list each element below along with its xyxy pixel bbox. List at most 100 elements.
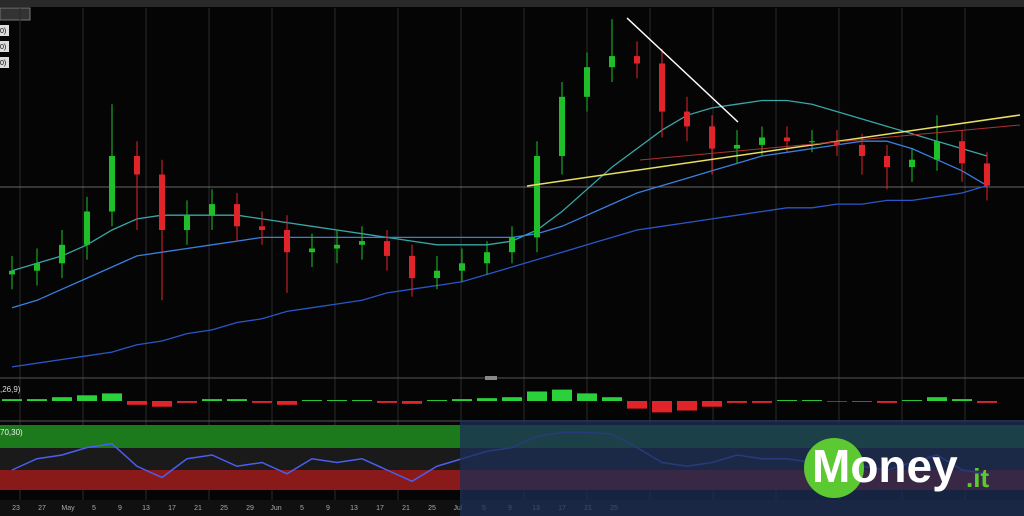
histogram-bar xyxy=(2,399,22,401)
candle-body xyxy=(659,63,665,112)
histogram-bar xyxy=(452,399,472,401)
candle-body xyxy=(734,144,740,149)
trend-line-red xyxy=(639,124,1021,161)
indicator-label: 70,30) xyxy=(0,428,23,437)
histogram-bar xyxy=(977,401,997,403)
candle-body xyxy=(284,230,290,253)
histogram-bar xyxy=(327,400,347,401)
logo-text: Money xyxy=(812,440,958,492)
candle-body xyxy=(159,174,165,230)
candle-body xyxy=(9,270,15,275)
histogram-bar xyxy=(352,400,372,401)
candle-body xyxy=(834,141,840,145)
logo-suffix: .it xyxy=(966,463,989,493)
candle-body xyxy=(909,159,915,168)
histogram-bar xyxy=(852,401,872,402)
indicator-label: 0) xyxy=(0,28,6,35)
x-tick-label: 17 xyxy=(376,505,384,512)
candle-body xyxy=(984,163,990,186)
x-tick-label: Jul xyxy=(454,505,463,512)
candle-body xyxy=(134,156,140,175)
candle-body xyxy=(309,248,315,253)
moving-average xyxy=(11,99,988,272)
x-tick-label: 13 xyxy=(142,505,150,512)
histogram-bar xyxy=(52,397,72,401)
candle-body xyxy=(934,141,940,160)
histogram-bar xyxy=(377,401,397,403)
histogram-bar xyxy=(227,399,247,401)
candle-body xyxy=(234,204,240,227)
histogram-bar xyxy=(827,401,847,402)
indicator-label-box xyxy=(0,57,9,68)
histogram-bar xyxy=(727,401,747,403)
histogram-bar xyxy=(427,400,447,401)
candle-body xyxy=(634,56,640,64)
histogram-bar xyxy=(402,401,422,404)
x-tick-label: 29 xyxy=(246,505,254,512)
candle-body xyxy=(184,215,190,230)
candle-body xyxy=(534,156,540,238)
candle-body xyxy=(34,263,40,271)
histogram-bar xyxy=(627,401,647,409)
trend-line-white xyxy=(626,17,739,123)
histogram-bar xyxy=(902,400,922,401)
candle-body xyxy=(809,141,815,143)
candle-body xyxy=(709,126,715,149)
candle-body xyxy=(884,156,890,168)
candle-body xyxy=(784,137,790,142)
histogram-bar xyxy=(702,401,722,407)
panel-resize-handle[interactable] xyxy=(485,376,497,380)
candle-body xyxy=(109,156,115,212)
x-tick-label: 21 xyxy=(402,505,410,512)
logo-overlay xyxy=(460,420,1024,516)
candle-body xyxy=(84,211,90,245)
candle-body xyxy=(609,56,615,68)
candle-body xyxy=(334,244,340,249)
x-tick-label: Jun xyxy=(270,505,281,512)
top-bar xyxy=(0,0,1024,7)
indicator-label: ,26,9) xyxy=(0,385,21,394)
histogram-bar xyxy=(152,401,172,407)
histogram-bar xyxy=(202,399,222,401)
histogram-bar xyxy=(252,401,272,403)
candle-body xyxy=(509,237,515,253)
histogram-bar xyxy=(752,401,772,403)
x-tick-label: 25 xyxy=(220,505,228,512)
histogram-bar xyxy=(502,397,522,401)
x-tick-label: 9 xyxy=(326,505,330,512)
histogram-bar xyxy=(527,391,547,401)
candle-body xyxy=(359,241,365,245)
x-tick-label: 9 xyxy=(118,505,122,512)
x-tick-label: 5 xyxy=(300,505,304,512)
x-tick-label: May xyxy=(61,505,75,512)
x-tick-label: 13 xyxy=(350,505,358,512)
histogram-bar xyxy=(77,395,97,401)
trend-line-yellow xyxy=(526,114,1021,187)
indicator-label: 0) xyxy=(0,60,6,67)
x-tick-label: 17 xyxy=(168,505,176,512)
x-tick-label: 27 xyxy=(38,505,46,512)
moving-average xyxy=(11,140,988,309)
candle-body xyxy=(209,204,215,216)
histogram-bar xyxy=(127,401,147,405)
indicator-label-box xyxy=(0,41,9,52)
histogram-bar xyxy=(802,400,822,401)
histogram-bar xyxy=(552,389,572,401)
candle-body xyxy=(434,270,440,279)
logo-circle xyxy=(804,438,864,498)
toolbar-buttons[interactable] xyxy=(0,7,31,21)
histogram-bar xyxy=(277,401,297,405)
candle-body xyxy=(484,252,490,264)
histogram-bar xyxy=(302,400,322,401)
plot xyxy=(2,19,997,483)
histogram-bar xyxy=(877,401,897,403)
histogram-bar xyxy=(27,399,47,401)
candle-body xyxy=(759,137,765,145)
candle-body xyxy=(584,67,590,97)
candle-body xyxy=(959,141,965,164)
histogram-bar xyxy=(477,398,497,401)
indicator-label-box xyxy=(0,25,9,36)
histogram-bar xyxy=(577,393,597,401)
moving-average xyxy=(11,184,988,368)
